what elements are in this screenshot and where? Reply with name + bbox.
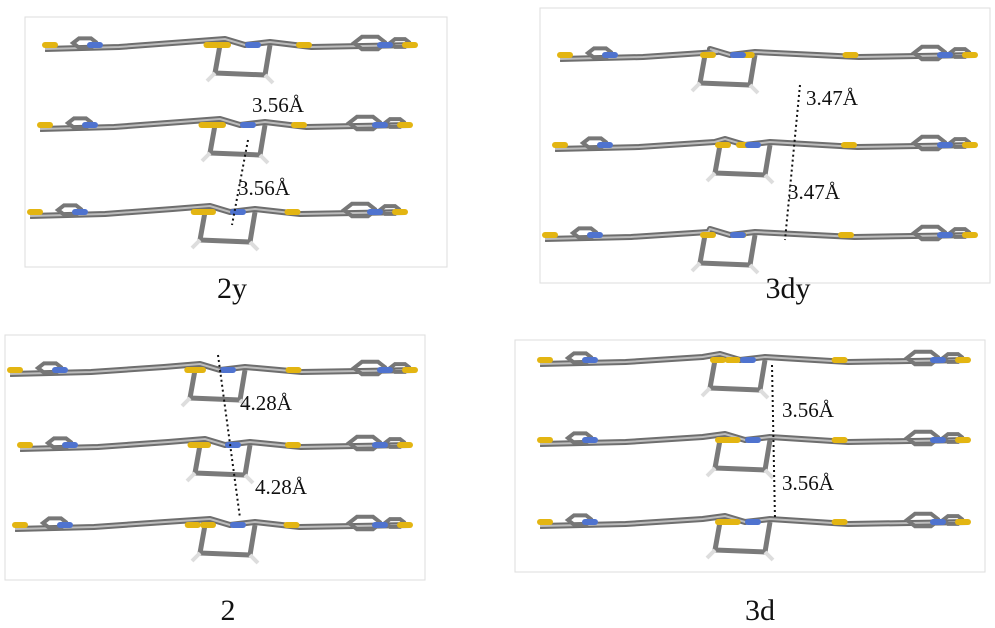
- figure: 3.56Å 3.56Å 2y 3.47Å 3.47Å 3dy 4.28Å 4.2…: [0, 0, 995, 628]
- distance-label: 3.56Å: [782, 471, 835, 495]
- panel-caption: 2: [221, 594, 236, 627]
- panel-caption: 2y: [217, 272, 247, 305]
- panel-frame: [25, 17, 447, 267]
- distance-label: 3.56Å: [238, 176, 291, 200]
- panel-frame: [515, 340, 985, 572]
- panel-caption: 3d: [745, 594, 775, 627]
- distance-label: 3.47Å: [806, 86, 859, 110]
- distance-label: 4.28Å: [240, 391, 293, 415]
- panel-caption: 3dy: [766, 272, 811, 305]
- distance-label: 3.56Å: [782, 398, 835, 422]
- distance-label: 3.56Å: [252, 93, 305, 117]
- distance-label: 4.28Å: [255, 475, 308, 499]
- distance-label: 3.47Å: [788, 180, 841, 204]
